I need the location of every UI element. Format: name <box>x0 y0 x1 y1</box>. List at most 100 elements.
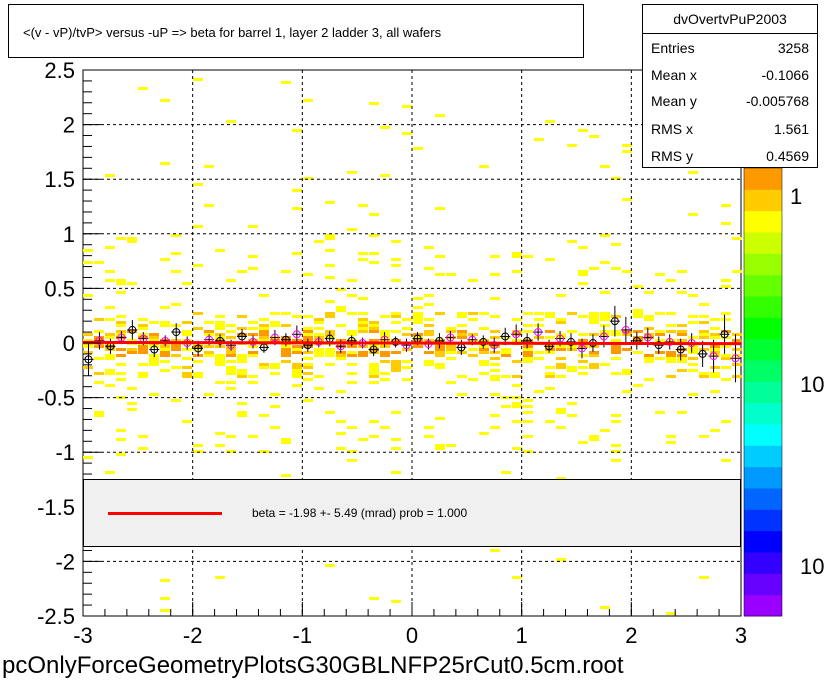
heatmap-cell <box>413 306 423 309</box>
heatmap-cell <box>655 333 665 336</box>
heatmap-cell <box>270 321 280 324</box>
heatmap-cell <box>358 321 368 324</box>
heatmap-cell <box>138 324 148 327</box>
heatmap-cell <box>325 237 335 240</box>
heatmap-cell <box>325 351 335 354</box>
heatmap-cell <box>138 87 148 90</box>
heatmap-cell <box>578 339 588 342</box>
heatmap-cell <box>556 348 566 351</box>
heatmap-cell <box>303 357 313 360</box>
heatmap-cell <box>325 411 335 414</box>
heatmap-cell <box>523 312 533 315</box>
heatmap-cell <box>424 246 434 249</box>
heatmap-cell <box>204 204 214 207</box>
heatmap-cell <box>391 315 401 318</box>
heatmap-cell <box>677 411 687 414</box>
heatmap-cell <box>567 366 577 369</box>
heatmap-cell <box>127 339 137 342</box>
heatmap-cell <box>303 315 313 318</box>
heatmap-cell <box>204 351 214 354</box>
heatmap-cell <box>732 375 742 378</box>
x-tick-label: -2 <box>183 623 203 648</box>
heatmap-cell <box>248 351 258 354</box>
heatmap-cell <box>259 366 269 369</box>
heatmap-cell <box>281 312 291 315</box>
heatmap-cell <box>589 135 599 138</box>
heatmap-cell <box>248 255 258 258</box>
heatmap-cell <box>281 360 291 363</box>
heatmap-cell <box>226 330 236 333</box>
heatmap-cell <box>490 345 500 348</box>
heatmap-cell <box>633 312 643 315</box>
heatmap-cell <box>413 297 423 300</box>
stat-label: RMS y <box>651 148 693 164</box>
heatmap-cell <box>204 321 214 324</box>
heatmap-cell <box>589 312 599 315</box>
heatmap-cell <box>699 333 709 336</box>
heatmap-cell <box>446 345 456 348</box>
profile-point <box>610 317 619 326</box>
heatmap-cell <box>182 282 192 285</box>
palette-frame <box>743 167 783 617</box>
heatmap-cell <box>633 315 643 318</box>
heatmap-cell <box>314 375 324 378</box>
heatmap-cell <box>347 372 357 375</box>
heatmap-cell <box>127 408 137 411</box>
heatmap-cell <box>721 366 731 369</box>
heatmap-cell <box>556 411 566 414</box>
heatmap-cell <box>721 222 731 225</box>
heatmap-cell <box>402 366 412 369</box>
heatmap-cell <box>589 351 599 354</box>
heatmap-cell <box>622 270 632 273</box>
heatmap-cell <box>490 375 500 378</box>
stat-row-entries: Entries 3258 <box>651 36 809 62</box>
palette-swatch <box>744 189 782 212</box>
heatmap-cell <box>512 375 522 378</box>
heatmap-cell <box>182 375 192 378</box>
heatmap-cell <box>138 447 148 450</box>
heatmap-cell <box>578 354 588 357</box>
heatmap-cell <box>490 330 500 333</box>
heatmap-cell <box>138 348 148 351</box>
profile-point <box>534 328 543 337</box>
heatmap-cell <box>314 333 324 336</box>
heatmap-cell <box>490 273 500 276</box>
heatmap-cell <box>193 225 203 228</box>
chart-title-box: <(v - vP)/tvP> versus -uP => beta for ba… <box>8 4 584 58</box>
heatmap-cell <box>314 321 324 324</box>
heatmap-cell <box>138 318 148 321</box>
heatmap-cell <box>270 393 280 396</box>
heatmap-cell <box>281 351 291 354</box>
palette-swatch <box>744 445 782 468</box>
heatmap-cell <box>644 354 654 357</box>
heatmap-cell <box>402 360 412 363</box>
palette-swatch <box>744 402 782 425</box>
y-tick-label: -2 <box>55 549 75 574</box>
heatmap-cell <box>567 348 577 351</box>
heatmap-cell <box>105 318 115 321</box>
profile-point <box>446 333 455 342</box>
heatmap-cell <box>391 240 401 243</box>
heatmap-cell <box>589 435 599 438</box>
heatmap-cell <box>127 240 137 243</box>
heatmap-cell <box>215 444 225 447</box>
heatmap-cell <box>336 432 346 435</box>
heatmap-cell <box>237 327 247 330</box>
heatmap-cell <box>215 315 225 318</box>
heatmap-cell <box>413 312 423 315</box>
heatmap-cell <box>116 372 126 375</box>
heatmap-cell <box>171 270 181 273</box>
heatmap-cell <box>446 348 456 351</box>
heatmap-cell <box>138 351 148 354</box>
heatmap-cell <box>479 312 489 315</box>
palette-swatch <box>744 210 782 233</box>
heatmap-cell <box>303 330 313 333</box>
heatmap-cell <box>116 315 126 318</box>
heatmap-cell <box>303 399 313 402</box>
heatmap-cell <box>688 171 698 174</box>
heatmap-cell <box>435 444 445 447</box>
heatmap-cell <box>116 279 126 282</box>
heatmap-cell <box>325 264 335 267</box>
heatmap-cell <box>391 411 401 414</box>
heatmap-cell <box>578 345 588 348</box>
